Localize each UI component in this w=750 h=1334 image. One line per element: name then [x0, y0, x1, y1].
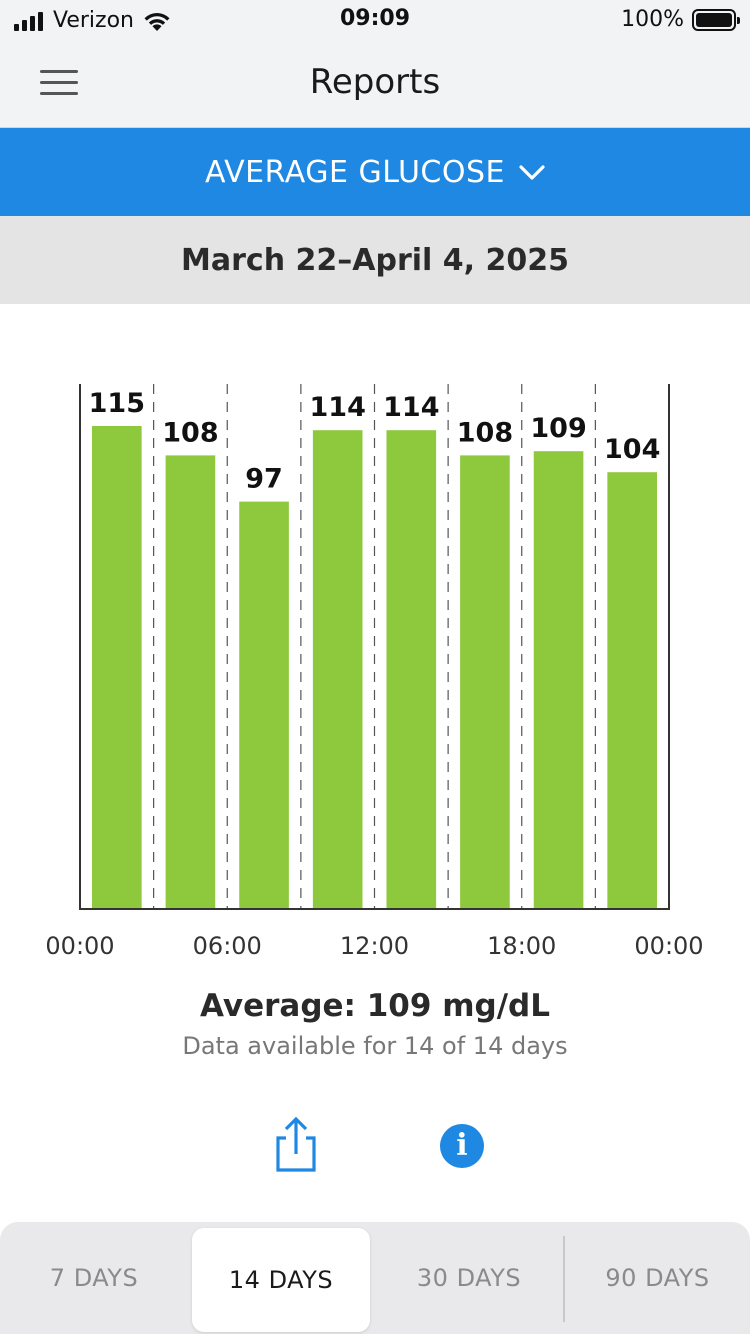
status-time: 09:09 — [339, 6, 411, 31]
bar-value-label: 114 — [383, 392, 439, 423]
tab-7-days[interactable]: 7 DAYS — [0, 1222, 188, 1334]
x-tick-label: 00:00 — [45, 932, 114, 960]
status-left: Verizon — [14, 8, 172, 33]
battery-percent: 100% — [621, 7, 684, 32]
tab-90-days[interactable]: 90 DAYS — [565, 1222, 750, 1334]
bar-value-label: 108 — [457, 417, 513, 448]
bar-value-label: 109 — [530, 413, 586, 444]
x-tick-label: 06:00 — [193, 932, 262, 960]
bar-value-label: 97 — [245, 464, 283, 495]
share-icon[interactable] — [272, 1116, 320, 1174]
bar — [165, 455, 216, 909]
bar-value-label: 115 — [89, 388, 145, 419]
bar — [533, 451, 584, 909]
period-tabs: 7 DAYS 14 DAYS 30 DAYS 90 DAYS — [0, 1222, 750, 1334]
x-tick-label: 00:00 — [634, 932, 703, 960]
wifi-icon — [144, 12, 170, 31]
info-icon[interactable]: i — [440, 1124, 484, 1168]
tab-14-days[interactable]: 14 DAYS — [192, 1228, 370, 1332]
status-right: 100% — [621, 7, 740, 32]
bar — [92, 426, 142, 909]
page-title: Reports — [309, 62, 441, 102]
bar-value-label: 108 — [162, 417, 218, 448]
report-type-dropdown[interactable]: AVERAGE GLUCOSE — [0, 128, 750, 216]
tab-label: 7 DAYS — [49, 1264, 139, 1292]
bar — [239, 501, 289, 909]
nav-bar: Reports — [0, 40, 750, 128]
hamburger-menu-icon[interactable] — [40, 70, 78, 98]
tab-label: 30 DAYS — [416, 1264, 522, 1292]
info-glyph: i — [456, 1128, 468, 1163]
battery-icon — [692, 8, 740, 31]
date-range-band: March 22–April 4, 2025 — [0, 216, 750, 304]
tab-label: 14 DAYS — [228, 1266, 334, 1294]
average-glucose-chart: 115 108 97 114 114 108 109 104 00:00 06:00 12:00 18… — [0, 304, 750, 984]
bar-value-label: 114 — [310, 392, 366, 423]
x-tick-label: 12:00 — [340, 932, 409, 960]
tab-label: 90 DAYS — [605, 1264, 710, 1292]
data-availability: Data available for 14 of 14 days — [182, 1032, 568, 1060]
x-tick-label: 18:00 — [487, 932, 556, 960]
bar — [312, 430, 363, 909]
tab-30-days[interactable]: 30 DAYS — [376, 1222, 562, 1334]
chevron-down-icon — [519, 165, 545, 180]
date-range: March 22–April 4, 2025 — [181, 242, 569, 278]
signal-strength-icon — [14, 11, 43, 31]
bar-value-label: 104 — [604, 434, 660, 465]
average-value: Average: 109 mg/dL — [200, 988, 550, 1024]
bar — [460, 455, 510, 909]
report-type-label: AVERAGE GLUCOSE — [205, 154, 505, 190]
status-bar: Verizon 09:09 100% — [0, 0, 750, 40]
tab-divider — [563, 1236, 565, 1322]
bar-chart: 115 108 97 114 114 108 109 104 00:00 06:00 12:00 18… — [45, 384, 704, 960]
summary: Average: 109 mg/dL Data available for 14… — [0, 988, 750, 1060]
carrier-name: Verizon — [53, 8, 134, 33]
bar — [607, 472, 657, 909]
bar — [386, 430, 437, 909]
